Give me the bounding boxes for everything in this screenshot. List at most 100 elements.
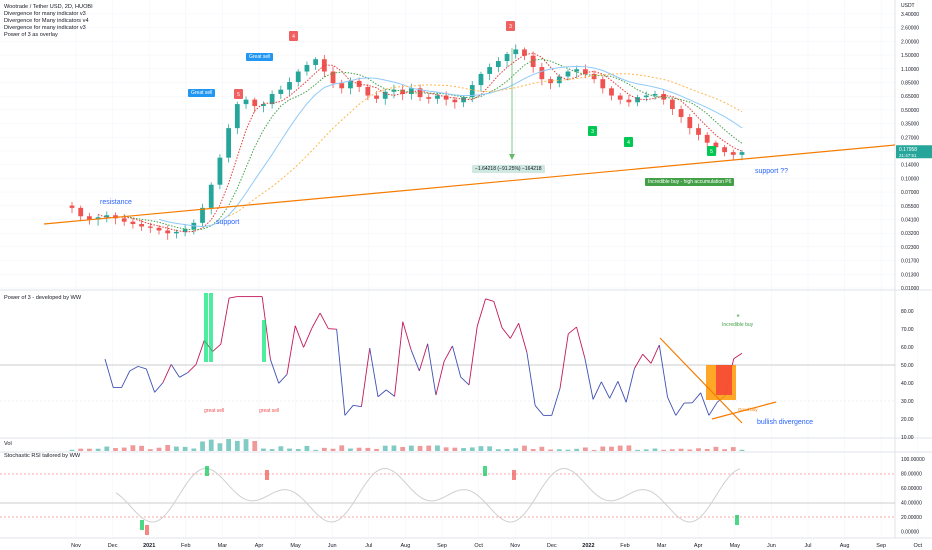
- candle-body: [426, 97, 432, 99]
- osc-segment: [220, 297, 230, 345]
- osc-tick-label: 80.00: [901, 309, 914, 315]
- osc-segment: [634, 353, 644, 369]
- osc-tick-label: 10.00: [901, 435, 914, 441]
- stoch-signal: [483, 466, 487, 476]
- candle-body: [261, 104, 266, 107]
- last-price-tag: [896, 145, 932, 159]
- power3-oscillator: *: [0, 293, 895, 424]
- volume-bar: [487, 446, 493, 451]
- osc-tick-label: 60.00: [901, 345, 914, 351]
- candle-body: [147, 226, 153, 228]
- time-tick-label: Oct: [474, 543, 483, 549]
- osc-segment: [485, 298, 494, 302]
- volume-bar: [208, 439, 214, 451]
- osc-segment: [559, 333, 569, 389]
- trendline: [43, 48, 896, 225]
- osc-sell-zone-inner: [716, 365, 732, 395]
- volume-bar: [539, 446, 545, 451]
- measure-arrowhead: [509, 154, 515, 160]
- chart-legend[interactable]: Wootrade / Tether USD, 2D, HUOBI Diverge…: [4, 4, 93, 39]
- candle-body: [626, 99, 632, 103]
- volume-bar: [704, 448, 710, 451]
- osc-tick-label: 40.00: [901, 381, 914, 387]
- osc-segment: [468, 326, 478, 385]
- time-tick-label: Jul: [804, 543, 811, 549]
- legend-symbol[interactable]: Wootrade / Tether USD, 2D, HUOBI: [4, 4, 93, 10]
- stoch-tick-label: 100.00000: [901, 457, 925, 463]
- legend-indicator-4[interactable]: Power of 3 as overlay: [4, 32, 58, 38]
- osc-divergence-line-2: [711, 401, 777, 420]
- candle-body: [156, 227, 162, 231]
- osc-segment: [427, 343, 437, 396]
- osc-segment: [576, 326, 586, 359]
- price-tick-label: 3.40000: [901, 12, 919, 18]
- osc-tick-label: 50.00: [901, 363, 914, 369]
- volume-bar: [391, 445, 397, 451]
- osc-tick-label: 70.00: [901, 327, 914, 333]
- volume-bar: [408, 445, 414, 451]
- price-tick-label: 0.50000: [901, 108, 919, 114]
- volume-bar: [591, 449, 597, 451]
- volume-bar: [469, 447, 475, 451]
- power3-pane-title[interactable]: Power of 3 - developed by WW: [4, 295, 82, 301]
- candle-body: [504, 54, 510, 62]
- osc-segment: [385, 389, 395, 397]
- good-buy-osc: Good buy: [738, 407, 758, 412]
- stoch-tick-label: 20.00000: [901, 515, 922, 521]
- volume-bar: [252, 440, 258, 451]
- volume-bar: [374, 448, 379, 451]
- stoch-pane-title[interactable]: Stochastic RSI tailored by WW: [4, 453, 81, 459]
- candle-body: [321, 59, 327, 72]
- great-sell-label-2: Great sell: [246, 53, 274, 61]
- volume-bar: [147, 449, 153, 451]
- volume-bar: [400, 446, 406, 451]
- candle-body: [208, 184, 214, 208]
- legend-indicator-3[interactable]: Divergence for many indicator v3: [4, 25, 86, 31]
- ma-long-line: [228, 73, 743, 217]
- volume-bar: [730, 447, 736, 451]
- osc-segment: [187, 364, 197, 373]
- candle-body: [382, 91, 388, 99]
- legend-indicator-2[interactable]: Divergence for Many indicators v4: [4, 18, 89, 24]
- time-tick-label: Oct: [914, 543, 923, 549]
- volume-bar: [495, 449, 501, 451]
- candle-body: [478, 73, 484, 86]
- volume-bar: [234, 440, 240, 451]
- candle-body: [687, 117, 693, 129]
- legend-indicator-1[interactable]: Divergence for many indicator v3: [4, 11, 86, 17]
- osc-segment: [501, 327, 511, 339]
- candle-body: [374, 95, 379, 99]
- volume-bar: [435, 445, 440, 451]
- osc-segment: [311, 312, 321, 329]
- candle-body: [730, 152, 736, 155]
- volume-bar: [713, 446, 719, 451]
- currency-label: USDT: [901, 3, 915, 9]
- time-tick-label: Mar: [657, 543, 667, 549]
- candle-body: [313, 59, 319, 65]
- incredible-buy-label: Incredible buy - high accumulation P6: [645, 178, 735, 186]
- volume-bar: [217, 443, 223, 451]
- stoch-rsi: [0, 466, 895, 535]
- candle-body: [95, 217, 101, 220]
- volume-bar: [313, 449, 319, 451]
- candle-body: [200, 207, 205, 223]
- price-tick-label: 0.04100: [901, 218, 919, 224]
- osc-segment: [212, 343, 222, 352]
- osc-buy-spike: [209, 293, 213, 362]
- volume-pane-title[interactable]: Vol: [4, 441, 12, 447]
- volume-bar: [113, 448, 118, 451]
- candle-body: [348, 80, 353, 89]
- volume-bar: [261, 448, 266, 451]
- osc-segment: [675, 402, 685, 416]
- stoch-signal: [512, 470, 516, 480]
- osc-segment: [162, 364, 172, 383]
- volume-bar: [643, 449, 649, 451]
- osc-segment: [700, 392, 710, 416]
- ma-slow-line: [158, 65, 743, 228]
- price-tick-label: 0.01300: [901, 272, 919, 278]
- sell-marker: [506, 21, 515, 31]
- candle-body: [278, 89, 284, 94]
- candle-body: [243, 99, 249, 105]
- candle-body: [722, 147, 727, 153]
- time-tick-label: Aug: [840, 543, 850, 549]
